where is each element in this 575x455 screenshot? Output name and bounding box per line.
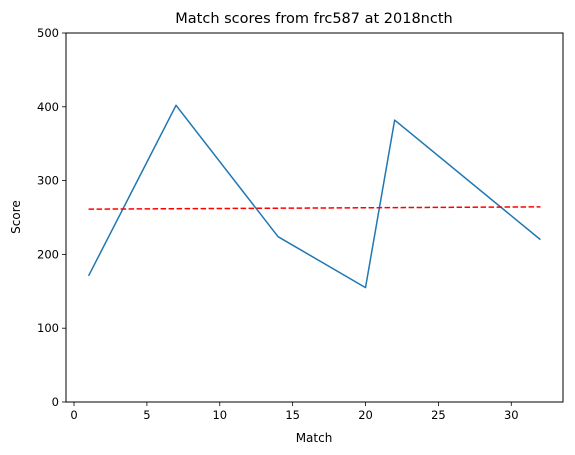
- x-tick-label: 0: [70, 408, 77, 422]
- plot-frame: [65, 32, 564, 403]
- plot-lines: [87, 104, 541, 289]
- x-axis-label: Match: [296, 431, 333, 445]
- y-axis-ticks: 0 100 200 300 400 500: [37, 26, 66, 409]
- chart-title: Match scores from frc587 at 2018ncth: [175, 11, 452, 27]
- x-tick-label: 30: [504, 408, 519, 422]
- score-line: [87, 104, 541, 289]
- x-tick-label: 5: [143, 408, 150, 422]
- trend-line: [88, 206, 541, 210]
- y-tick-label: 0: [52, 395, 59, 409]
- x-tick-label: 20: [358, 408, 373, 422]
- y-tick-label: 100: [37, 321, 59, 335]
- y-axis-label: Score: [9, 200, 23, 234]
- y-tick-label: 300: [37, 174, 59, 188]
- y-tick-label: 500: [37, 26, 59, 40]
- x-axis-ticks: 0 5 10 15 20 25 30: [70, 402, 519, 422]
- y-tick-label: 400: [37, 100, 59, 114]
- x-tick-label: 25: [431, 408, 446, 422]
- y-tick-label: 200: [37, 247, 59, 261]
- x-tick-label: 10: [212, 408, 227, 422]
- x-tick-label: 15: [285, 408, 300, 422]
